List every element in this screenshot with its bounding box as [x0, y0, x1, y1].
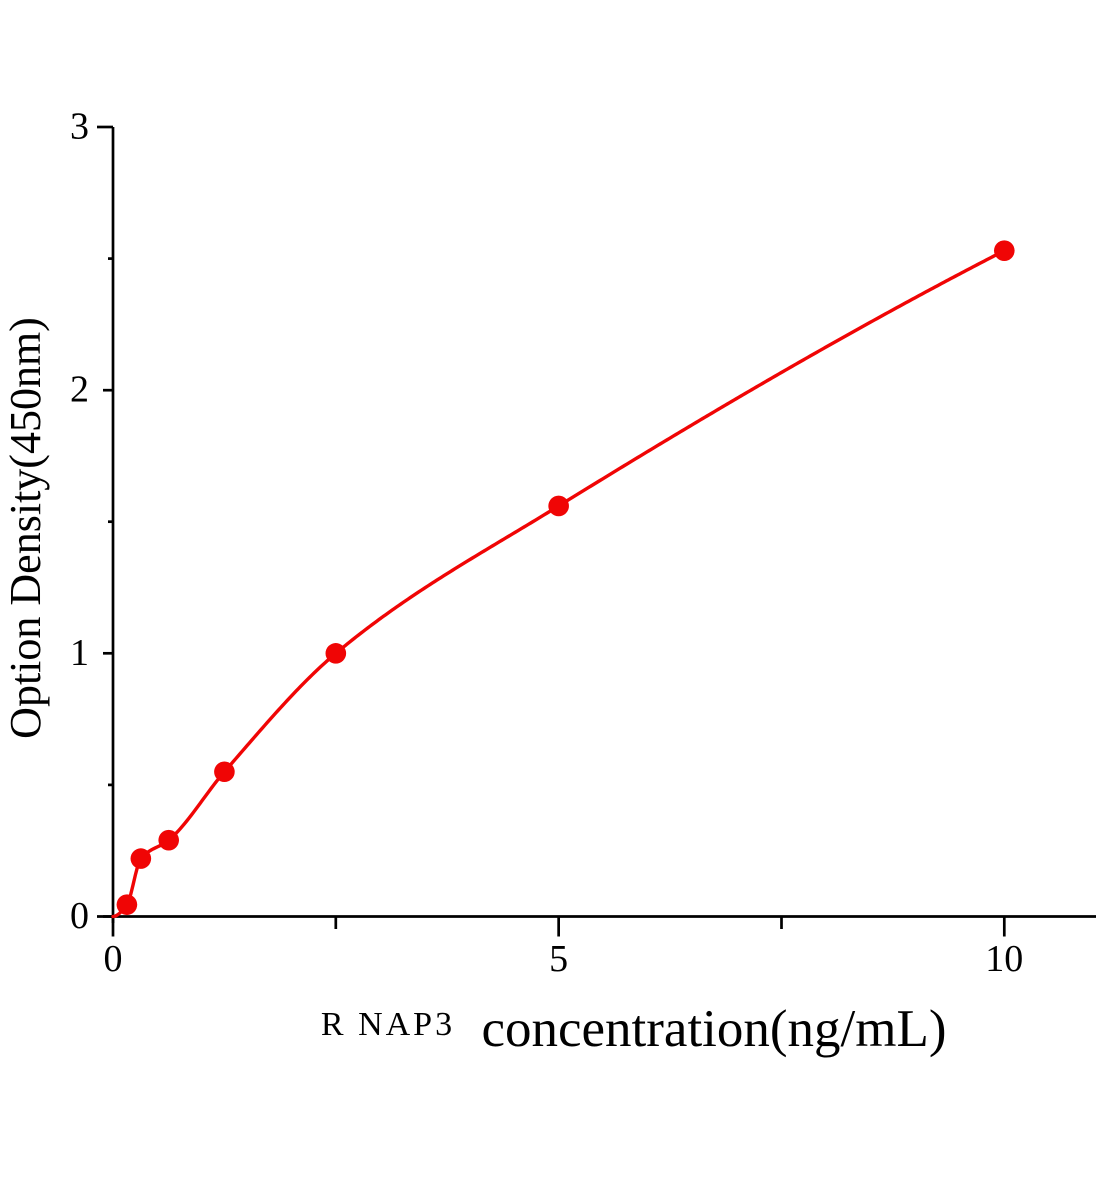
- svg-text:Option Density(450nm): Option Density(450nm): [1, 317, 50, 739]
- svg-text:3: 3: [70, 106, 89, 148]
- svg-text:0: 0: [70, 895, 89, 937]
- svg-text:0: 0: [104, 938, 123, 980]
- svg-text:R NAP3: R NAP3: [321, 1006, 455, 1043]
- svg-text:2: 2: [70, 369, 89, 411]
- svg-text:concentration(ng/mL): concentration(ng/mL): [481, 1000, 946, 1058]
- svg-text:5: 5: [549, 938, 568, 980]
- svg-text:10: 10: [985, 938, 1023, 980]
- svg-text:1: 1: [70, 632, 89, 674]
